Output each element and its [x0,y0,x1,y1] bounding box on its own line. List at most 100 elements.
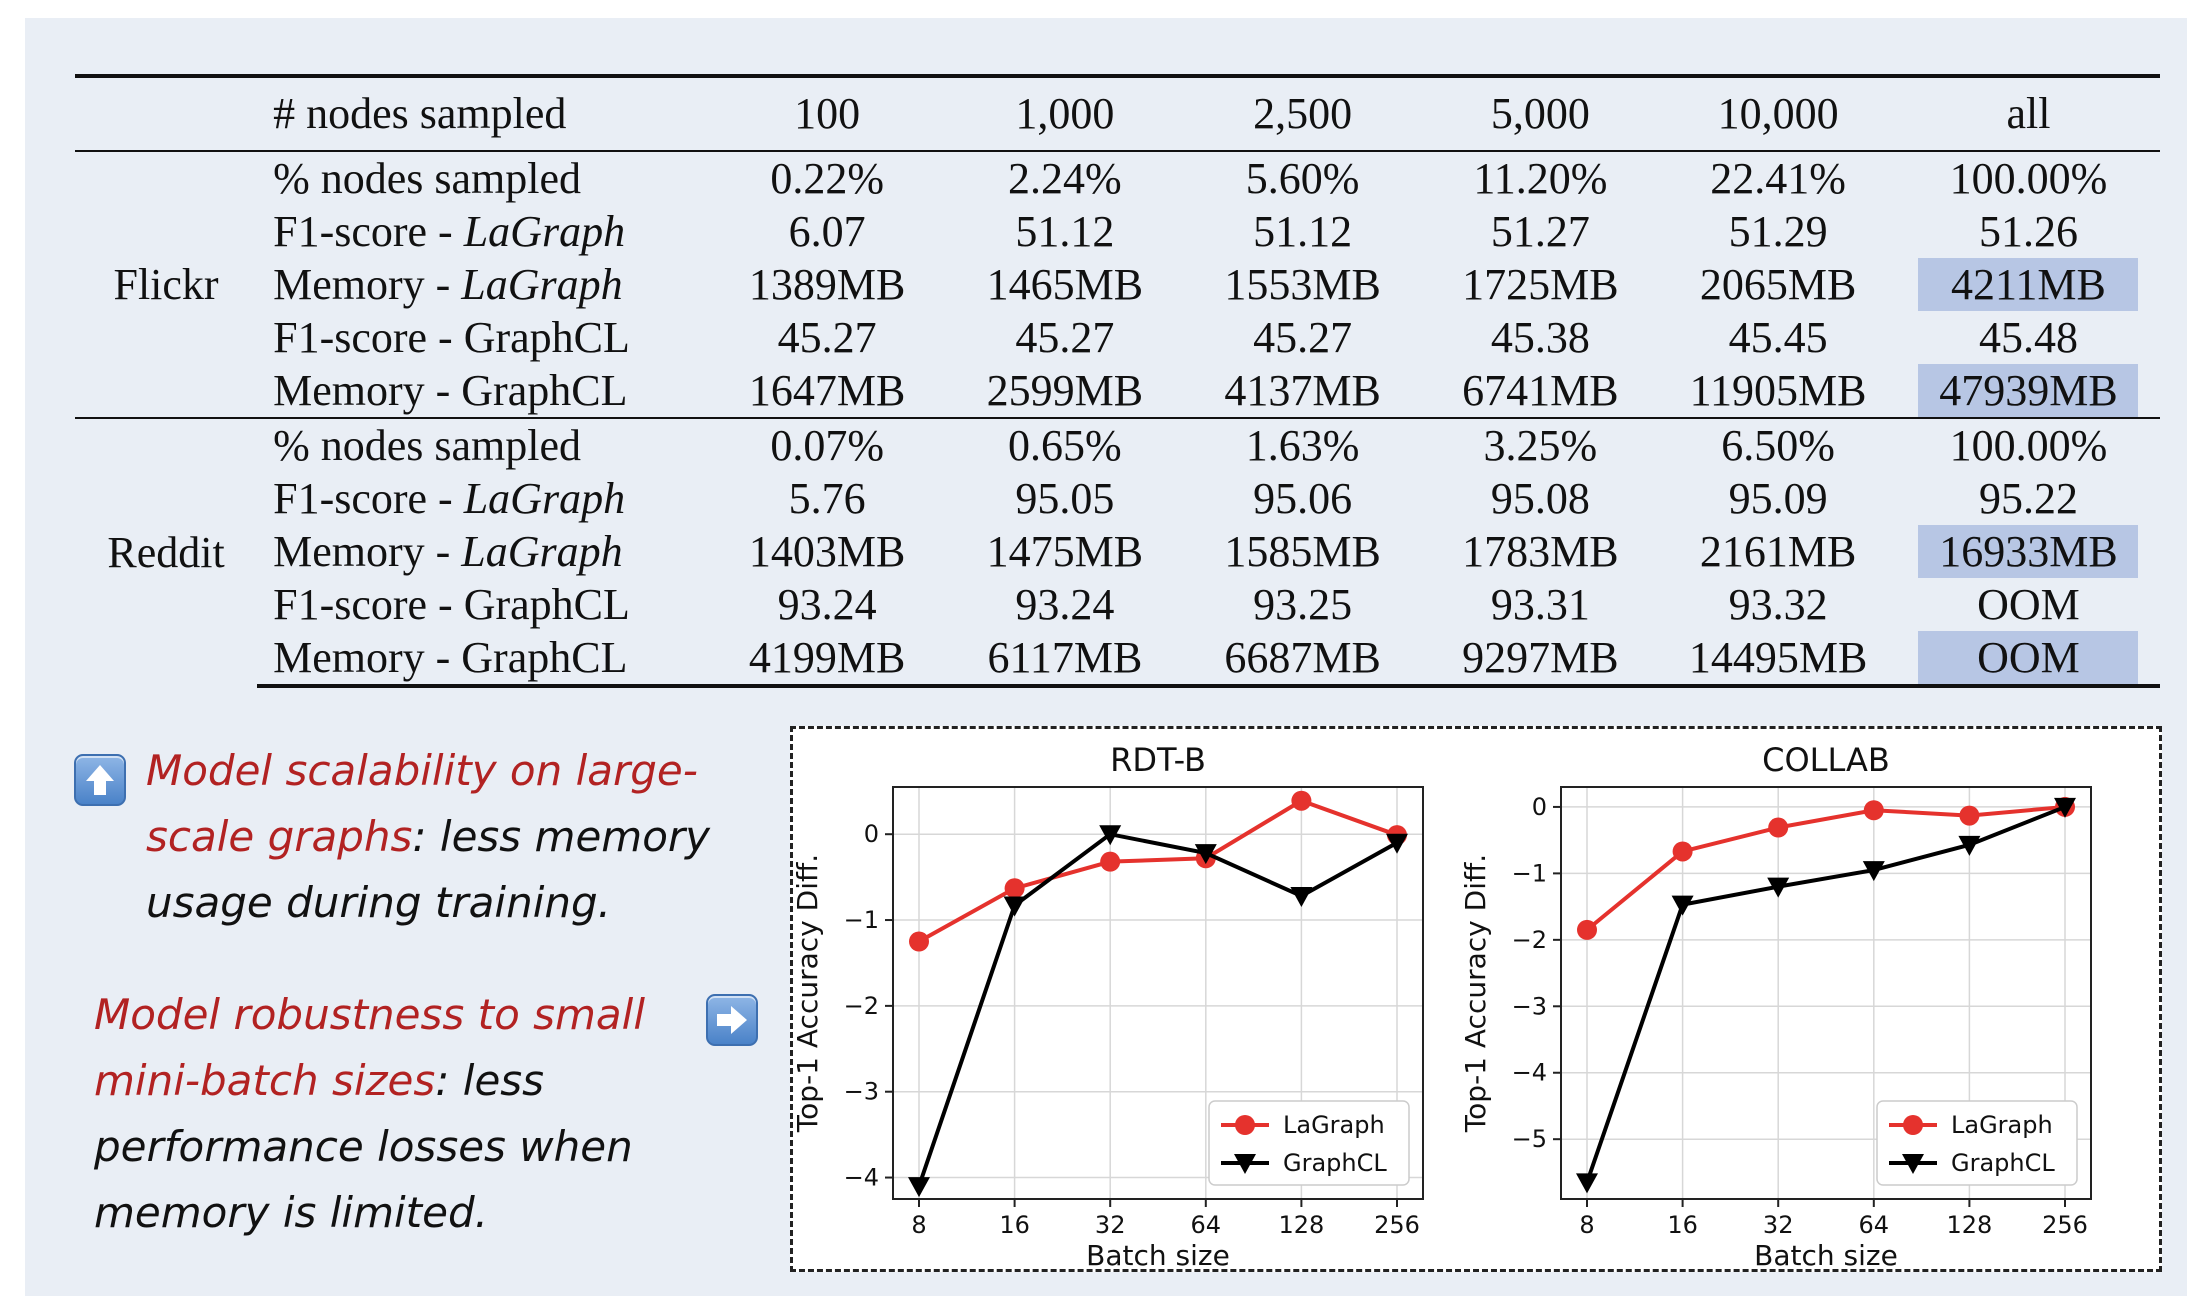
table-cell: 6.50% [1659,417,1897,472]
x-tick-label: 64 [1191,1211,1222,1239]
metric-label: F1-score - GraphCL [257,578,708,631]
charts-svg: 8 16 32 64 128 256 0 −1 −2 −3 −4 RDT-B Batch size Top… [791,741,2092,1272]
cell-value: 0.65% [1008,421,1122,470]
cell-value: 9297MB [1462,633,1619,682]
cell-value: 1553MB [1224,260,1381,309]
header-cell: all [2006,89,2051,138]
legend-label: GraphCL [1283,1149,1387,1177]
scalability-text-2: usage during training. [146,878,611,927]
right-arrow-icon [706,994,758,1046]
metric-name: F1-score - GraphCL [273,313,630,362]
data-point-LaGraph [1672,841,1693,862]
metric-name: % nodes sampled [273,421,582,470]
data-point-GraphCL [2054,797,2076,818]
cell-value: 95.05 [1015,474,1115,523]
cell-value: 95.08 [1490,474,1590,523]
cell-value: 2065MB [1699,260,1857,309]
table-cell: 93.31 [1421,578,1659,631]
cell-value: 45.48 [1978,313,2078,362]
y-axis-label: Top-1 Accuracy Diff. [1459,854,1492,1133]
cell-value: 51.12 [1253,207,1353,256]
y-tick-label: −4 [844,1164,879,1192]
cell-value: 4137MB [1224,366,1381,415]
data-point-GraphCL [908,1177,930,1198]
table-cell: 45.27 [1184,311,1422,364]
table-row: Memory - GraphCL 1647MB 2599MB 4137MB 6741MB… [75,364,2160,418]
cell-value: 95.09 [1728,474,1828,523]
metric-label: F1-score - LaGraph [257,472,708,525]
header-cell: 5,000 [1490,89,1590,138]
table-cell: 51.26 [1897,205,2160,258]
data-point-GraphCL [1958,835,1981,856]
table-cell: 95.08 [1421,472,1659,525]
cell-value: 0.22% [770,154,884,203]
cell-value: 3.25% [1483,421,1598,470]
table-row: Flickr % nodes sampled 0.22% 2.24% 5.60% 11.2… [75,150,2160,418]
data-point-LaGraph [1863,800,1884,821]
results-table-wrapper: # nodes sampled 100 1,000 2,500 5,000 10,000 a… [75,74,2160,688]
cell-value: 95.06 [1253,474,1353,523]
plot-area [1560,786,2092,1200]
table-cell: 0.07% [708,417,947,472]
cell-value: 93.25 [1253,580,1353,629]
scalability-note: Model scalability on large- scale graphs… [146,738,710,936]
cell-value: 6741MB [1462,366,1619,415]
series-line-GraphCL [1585,805,2066,1184]
metric-name: Memory - GraphCL [273,366,628,415]
cell-value: 51.27 [1490,207,1590,256]
table-cell: 93.32 [1659,578,1897,631]
table-cell: 93.24 [708,578,946,631]
table-cell: 1725MB [1421,258,1659,311]
cell-value: 93.24 [1015,580,1115,629]
highlighted-value: 4211MB [1918,258,2139,311]
data-point-GraphCL [1003,896,1026,917]
cell-value: 2599MB [986,366,1144,415]
header-cell: 10,000 [1717,89,1839,138]
data-point-LaGraph [909,931,929,952]
data-point-GraphCL [1767,877,1790,898]
highlighted-value: 16933MB [1918,525,2139,578]
table-cell: 4137MB [1184,364,1422,418]
cell-value: 11905MB [1689,366,1867,415]
cell-value: 0.07% [770,421,884,470]
table-cell: 51.29 [1659,205,1897,258]
cell-value: 1465MB [986,260,1144,309]
table-cell: 45.45 [1659,311,1897,364]
scalability-text-1: : less memory [412,812,711,861]
cell-value: 93.32 [1728,580,1828,629]
scalability-heading-1: Model scalability on large- [146,746,698,795]
table-cell: 2.24% [946,150,1184,205]
metric-name: Memory - GraphCL [273,633,628,682]
y-tick-label: −2 [844,992,879,1020]
cell-value: 5.76 [788,474,866,523]
metric-label: % nodes sampled [257,150,709,205]
table-cell: 4199MB [708,631,947,688]
table-cell: 6687MB [1183,631,1422,688]
table-cell: 1647MB [708,364,946,418]
cell-value: 45.27 [1015,313,1115,362]
table-cell: 93.25 [1184,578,1422,631]
x-tick-label: 32 [1095,1211,1126,1239]
y-tick-label: −3 [844,1078,879,1106]
metric-name: Memory - [273,260,462,309]
y-tick-label: −2 [1512,926,1547,954]
cell-value: 22.41% [1710,154,1846,203]
data-point-GraphCL [1194,844,1217,865]
data-point-GraphCL [1576,1173,1598,1194]
table-header-row: # nodes sampled 100 1,000 2,500 5,000 10,000 a… [75,76,2160,151]
cell-value: 45.27 [777,313,877,362]
legend-marker [1234,1154,1256,1174]
data-point-LaGraph [1004,878,1025,899]
table-cell: 45.27 [946,311,1184,364]
data-point-LaGraph [1100,851,1121,872]
cell-value: 6687MB [1224,633,1381,682]
table-cell: 6117MB [946,631,1184,688]
table-row: Memory - LaGraph 1389MB 1465MB 1553MB 1725MB… [75,258,2160,311]
table-cell: 93.24 [946,578,1184,631]
robustness-text-3: memory is limited. [94,1188,488,1237]
dataset-label: Reddit [75,417,258,686]
method-name: LaGraph [463,474,626,523]
x-tick-label: 256 [1374,1211,1420,1239]
header-cell: 2,500 [1253,89,1353,138]
metric-name: F1-score - GraphCL [273,580,630,629]
